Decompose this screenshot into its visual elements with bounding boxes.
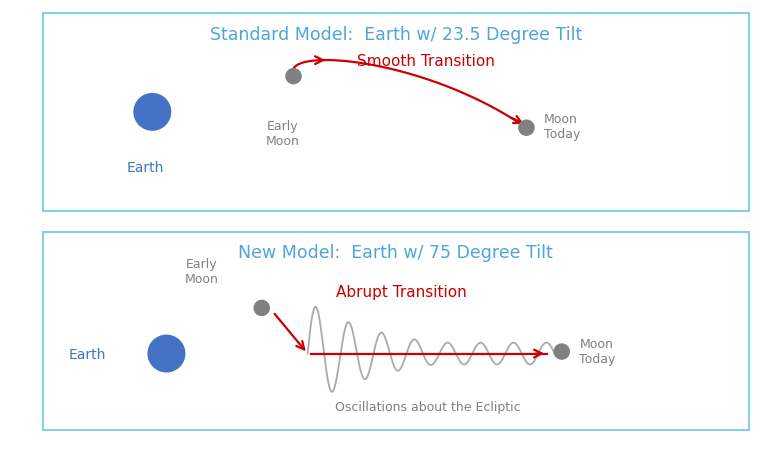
Ellipse shape — [554, 344, 569, 359]
Text: Early
Moon: Early Moon — [185, 258, 218, 285]
Ellipse shape — [254, 301, 269, 316]
Text: Earth: Earth — [126, 161, 164, 175]
Ellipse shape — [148, 336, 185, 372]
Text: Standard Model:  Earth w/ 23.5 Degree Tilt: Standard Model: Earth w/ 23.5 Degree Til… — [210, 25, 582, 44]
Ellipse shape — [286, 70, 301, 85]
Text: Abrupt Transition: Abrupt Transition — [336, 284, 466, 299]
Ellipse shape — [134, 94, 171, 131]
Text: Early
Moon: Early Moon — [266, 120, 300, 147]
Text: Earth: Earth — [69, 347, 106, 361]
Text: Oscillations about the Ecliptic: Oscillations about the Ecliptic — [335, 400, 520, 413]
Text: Moon
Today: Moon Today — [544, 112, 580, 141]
Text: New Model:  Earth w/ 75 Degree Tilt: New Model: Earth w/ 75 Degree Tilt — [239, 244, 553, 262]
Text: Moon
Today: Moon Today — [580, 337, 615, 365]
Ellipse shape — [519, 121, 534, 136]
Text: Smooth Transition: Smooth Transition — [357, 54, 495, 69]
